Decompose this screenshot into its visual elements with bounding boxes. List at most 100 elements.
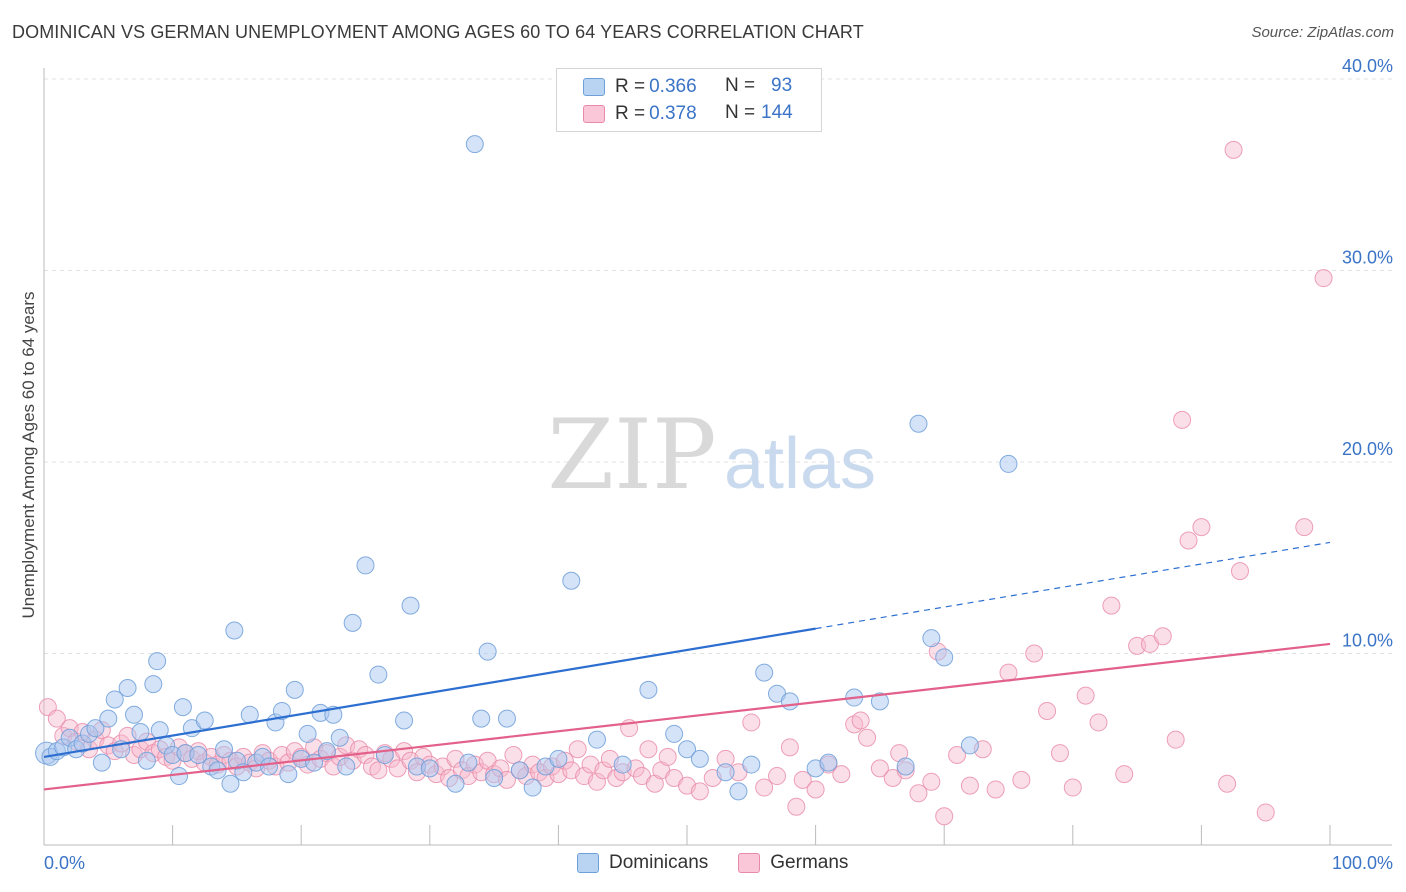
dominicans-point — [330, 728, 349, 747]
germans-point — [768, 767, 787, 786]
dominicans-swatch — [577, 853, 599, 873]
dominicans-point — [960, 736, 979, 755]
legend-n-value-germans: 144 — [761, 102, 793, 123]
germans-point — [568, 740, 587, 759]
germans-point — [1012, 770, 1031, 789]
germans-point — [1295, 518, 1314, 537]
dominicans-point — [639, 680, 658, 699]
dominicans-point — [870, 692, 889, 711]
legend-n-label: N = — [725, 102, 756, 123]
dominicans-points — [35, 135, 1018, 801]
legend-row-dominicans: R = 0.366 — [583, 74, 697, 100]
dominicans-point — [137, 751, 156, 770]
germans-point — [787, 797, 806, 816]
dominicans-point — [125, 705, 144, 724]
germans-point — [504, 745, 523, 764]
dominicans-trendline — [43, 627, 816, 758]
watermark: ZIP atlas — [547, 399, 876, 511]
dominicans-point — [909, 414, 928, 433]
source-note: Source: ZipAtlas.com — [1251, 24, 1394, 41]
dominicans-point — [478, 642, 497, 661]
germans-point — [639, 740, 658, 759]
germans-point — [922, 772, 941, 791]
dominicans-point — [285, 680, 304, 699]
germans-swatch — [738, 853, 761, 873]
legend-r-value-germans: 0.378 — [649, 103, 697, 124]
dominicans-point — [173, 698, 192, 717]
legend-n-value-dominicans: 93 — [771, 75, 793, 96]
germans-point — [1179, 531, 1198, 550]
germans-point — [1314, 269, 1333, 288]
germans-point — [1089, 713, 1108, 732]
dominicans-point — [221, 774, 240, 793]
dominicans-point — [86, 719, 105, 738]
dominicans-point — [935, 648, 954, 667]
dominicans-point — [999, 454, 1018, 473]
dominicans-point — [105, 690, 124, 709]
dominicans-point — [755, 663, 774, 682]
dominicans-point — [375, 745, 394, 764]
dominicans-point — [298, 724, 317, 743]
germans-point — [935, 807, 954, 826]
dominicans-point — [395, 711, 414, 730]
germans-point — [851, 711, 870, 730]
watermark-zip: ZIP — [547, 399, 716, 511]
dominicans-point — [92, 753, 111, 772]
dominicans-point — [118, 678, 137, 697]
germans-point — [587, 772, 606, 791]
labels-layer: 10.0% 20.0% 30.0% 40.0% 0.0% 100.0% — [44, 56, 1393, 873]
germans-point — [1115, 765, 1134, 784]
germans-point — [369, 761, 388, 780]
axes-layer — [43, 68, 1392, 846]
dominicans-point — [459, 753, 478, 772]
germans-point — [1102, 596, 1121, 615]
trend-layer — [43, 541, 1331, 791]
dominicans-point — [131, 723, 150, 742]
dominicans-point — [729, 782, 748, 801]
dominicans-point — [148, 652, 167, 671]
dominicans-point — [678, 740, 696, 759]
dominicans-point — [922, 629, 941, 648]
dominicans-point — [337, 757, 356, 776]
legend-r-label: R = — [615, 103, 646, 124]
dominicans-point — [716, 763, 735, 782]
dominicans-point — [780, 692, 799, 711]
dominicans-point — [587, 730, 606, 749]
germans-point — [948, 745, 967, 764]
dominicans-point — [562, 571, 581, 590]
dominicans-point — [144, 675, 163, 694]
dominicans-point — [170, 767, 189, 786]
germans-point — [858, 728, 877, 747]
germans-point — [690, 782, 709, 801]
dominicans-point — [465, 135, 484, 154]
dominicans-point — [272, 701, 291, 720]
dominicans-point — [420, 759, 439, 778]
x-tick-label: 0.0% — [44, 853, 85, 873]
legend-row-germans: R = 0.378 — [583, 101, 697, 127]
germans-point — [1218, 774, 1237, 793]
germans-swatch — [583, 105, 605, 123]
dominicans-point — [195, 711, 214, 730]
dominicans-point — [896, 757, 915, 776]
series-legend: Dominicans Germans — [577, 852, 878, 874]
germans-point — [870, 759, 889, 778]
dominicans-trendline-extension — [815, 541, 1331, 630]
dominicans-point — [446, 774, 465, 793]
dominicans-point — [510, 761, 529, 780]
germans-point — [1173, 410, 1192, 429]
germans-point — [742, 713, 761, 732]
dominicans-point — [401, 596, 420, 615]
germans-point — [793, 770, 812, 789]
y-tick-label: 40.0% — [1342, 56, 1393, 76]
dominicans-point — [225, 621, 244, 640]
germans-point — [47, 709, 66, 728]
dominicans-point — [549, 749, 568, 768]
germans-point — [1063, 778, 1082, 797]
y-axis-label: Unemployment Among Ages 60 to 64 years — [19, 292, 38, 619]
germans-point — [1025, 644, 1044, 663]
legend-label-germans: Germans — [770, 852, 849, 873]
germans-point — [1153, 627, 1172, 646]
dominicans-point — [523, 778, 542, 797]
legend-n-label: N = — [725, 75, 756, 96]
dominicans-point — [343, 613, 362, 632]
